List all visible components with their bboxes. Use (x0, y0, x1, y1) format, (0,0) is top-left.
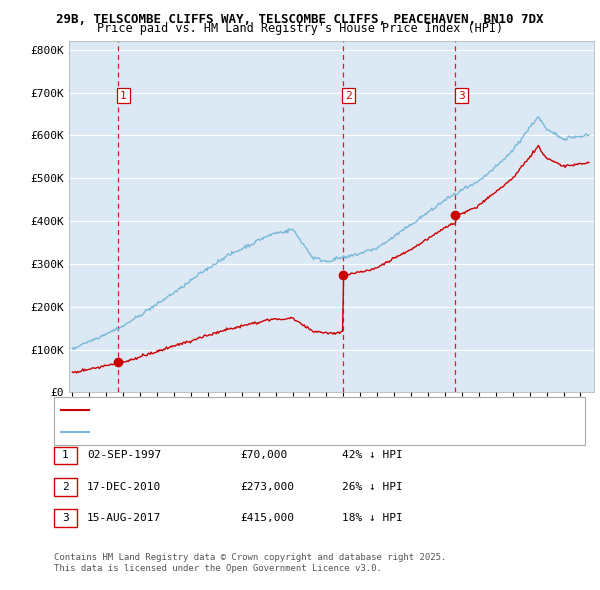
Text: HPI: Average price, detached house, Lewes: HPI: Average price, detached house, Lewe… (93, 427, 334, 437)
Text: 1: 1 (62, 451, 69, 460)
Text: £415,000: £415,000 (240, 513, 294, 523)
Text: 2: 2 (62, 482, 69, 491)
Text: 2: 2 (345, 91, 352, 101)
Text: 3: 3 (458, 91, 465, 101)
Text: 02-SEP-1997: 02-SEP-1997 (87, 451, 161, 460)
Text: £70,000: £70,000 (240, 451, 287, 460)
Text: Price paid vs. HM Land Registry's House Price Index (HPI): Price paid vs. HM Land Registry's House … (97, 22, 503, 35)
Text: 15-AUG-2017: 15-AUG-2017 (87, 513, 161, 523)
Text: 3: 3 (62, 513, 69, 523)
Text: £273,000: £273,000 (240, 482, 294, 491)
Text: 1: 1 (120, 91, 127, 101)
Text: 29B, TELSCOMBE CLIFFS WAY, TELSCOMBE CLIFFS, PEACEHAVEN, BN10 7DX (detached hous: 29B, TELSCOMBE CLIFFS WAY, TELSCOMBE CLI… (93, 405, 575, 415)
Text: 26% ↓ HPI: 26% ↓ HPI (342, 482, 403, 491)
Text: Contains HM Land Registry data © Crown copyright and database right 2025.
This d: Contains HM Land Registry data © Crown c… (54, 553, 446, 573)
Text: 17-DEC-2010: 17-DEC-2010 (87, 482, 161, 491)
Text: 29B, TELSCOMBE CLIFFS WAY, TELSCOMBE CLIFFS, PEACEHAVEN, BN10 7DX: 29B, TELSCOMBE CLIFFS WAY, TELSCOMBE CLI… (56, 13, 544, 26)
Text: 42% ↓ HPI: 42% ↓ HPI (342, 451, 403, 460)
Text: 18% ↓ HPI: 18% ↓ HPI (342, 513, 403, 523)
